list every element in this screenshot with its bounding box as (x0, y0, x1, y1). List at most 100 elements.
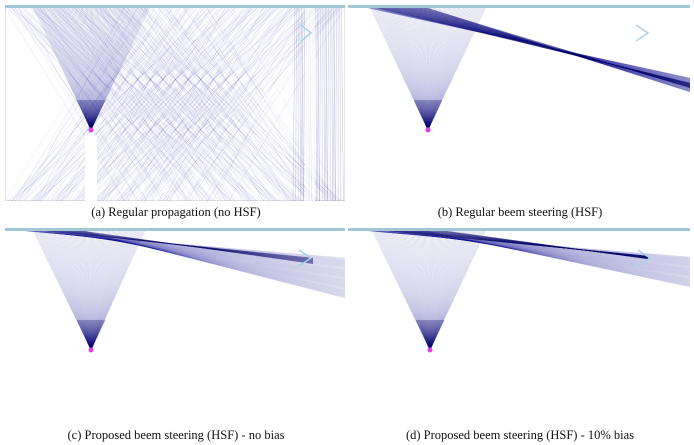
ray-line (66, 230, 314, 262)
panel-d-background (348, 228, 690, 418)
ray-line (372, 6, 429, 131)
ray-line (168, 7, 290, 201)
ray-line (413, 230, 649, 258)
ray-line (429, 229, 441, 351)
ray-line (427, 7, 690, 93)
ray-line (17, 7, 149, 201)
ray-line (81, 7, 233, 201)
ray-line (94, 7, 246, 201)
ray-line (90, 6, 133, 131)
ray-line (369, 6, 429, 131)
ray-line (421, 229, 431, 351)
ray-line (379, 230, 690, 263)
ray-line (70, 7, 252, 201)
ray-line (175, 7, 312, 201)
ray-line (429, 319, 443, 351)
ray-line (421, 230, 690, 285)
ray-line (419, 99, 429, 131)
ray-line (386, 229, 431, 351)
ray-line (420, 99, 429, 131)
ray-line (374, 7, 690, 80)
ray-line (335, 7, 337, 201)
ray-line (411, 230, 690, 279)
ray-line (427, 99, 432, 131)
ray-line (42, 7, 174, 201)
ray-line (11, 7, 173, 201)
panel-b-ray-field (367, 6, 690, 131)
ray-line (415, 319, 431, 351)
ray-line (317, 7, 320, 201)
ray-line (90, 6, 113, 131)
ray-line (126, 7, 293, 201)
ray-line (419, 6, 429, 131)
ray-line (74, 230, 345, 292)
ray-line (416, 319, 431, 351)
ray-line (86, 319, 92, 351)
ray-line (427, 99, 433, 131)
ray-line (390, 229, 431, 351)
ray-line (416, 7, 690, 90)
ray-line (90, 99, 99, 131)
ray-line (398, 7, 690, 86)
ray-line (77, 7, 274, 201)
ray-line (86, 99, 92, 131)
ray-line (28, 230, 345, 261)
ray-line (384, 7, 690, 83)
panel-c-background (5, 228, 345, 418)
ray-line (93, 7, 285, 201)
ray-line (375, 7, 690, 81)
panel-d-arrow-icon (637, 249, 652, 267)
ray-line (390, 7, 690, 84)
ray-line (84, 99, 92, 131)
ray-line (37, 230, 345, 267)
panel-b-source-marker (425, 127, 431, 133)
ray-line (395, 7, 690, 86)
ray-line (403, 229, 431, 351)
ray-line (427, 6, 455, 131)
ray-line (10, 7, 252, 201)
ray-line (402, 230, 690, 275)
ray-line (187, 7, 289, 201)
ray-line (31, 7, 183, 201)
ray-line (36, 229, 92, 351)
ray-line (90, 6, 135, 131)
ray-line (417, 319, 431, 351)
ray-line (49, 230, 345, 275)
ray-line (90, 229, 135, 351)
ray-line (90, 99, 100, 131)
ray-line (377, 7, 690, 81)
ray-line (89, 319, 92, 351)
ray-line (71, 230, 345, 290)
ray-line (381, 230, 690, 265)
ray-line (90, 229, 122, 351)
ray-line (74, 7, 236, 201)
ray-line (64, 230, 345, 285)
ray-line (77, 230, 345, 294)
ray-line (429, 229, 454, 351)
ray-line (77, 7, 274, 201)
ray-line (324, 7, 328, 201)
ray-line (402, 229, 431, 351)
ray-line (427, 230, 649, 259)
ray-line (118, 7, 310, 201)
ray-line (403, 7, 690, 86)
ray-line (387, 7, 690, 83)
ray-line (412, 229, 431, 351)
ray-line (77, 229, 92, 351)
ray-line (67, 230, 345, 287)
ray-line (383, 230, 690, 266)
ray-line (88, 319, 92, 351)
ray-line (379, 7, 690, 81)
ray-line (90, 229, 105, 351)
ray-line (374, 230, 690, 261)
ray-line (372, 230, 690, 260)
ray-line (130, 7, 252, 201)
ray-line (90, 229, 108, 351)
ray-line (162, 7, 264, 201)
panel-b-arrow-icon (635, 24, 650, 42)
ray-line (406, 230, 690, 277)
ray-line (64, 7, 181, 201)
ray-line (38, 7, 205, 201)
ray-line (419, 229, 431, 351)
panel-b-surface-line (348, 5, 690, 8)
